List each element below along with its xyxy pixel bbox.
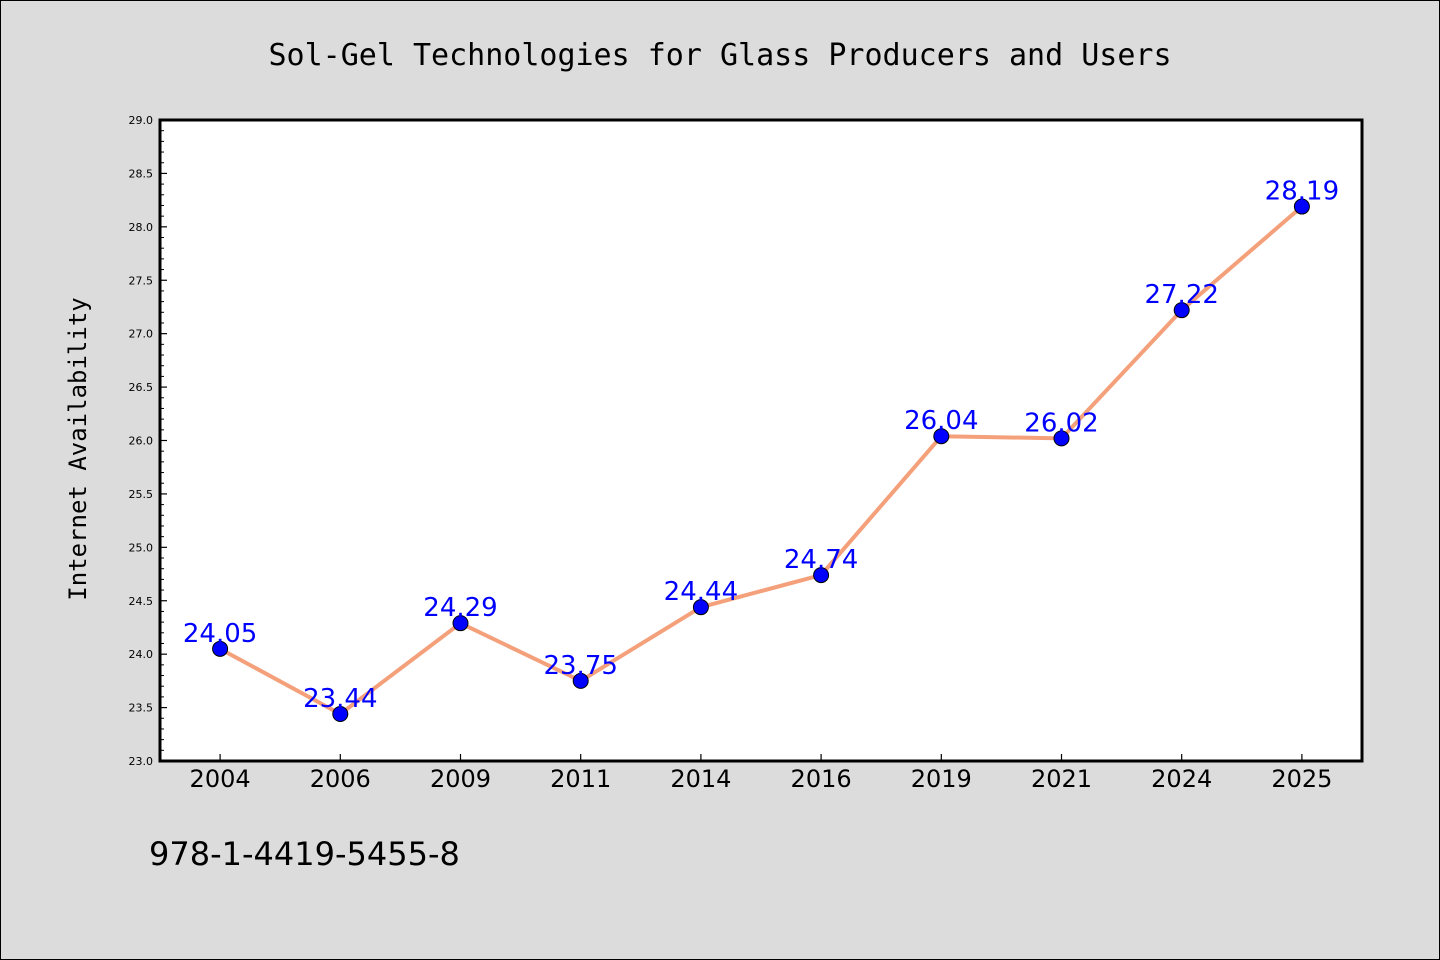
x-tick-label: 2014 [670,765,731,793]
y-tick-label: 27.0 [129,328,154,341]
x-tick-label: 2024 [1151,765,1212,793]
y-tick-label: 24.5 [129,595,154,608]
x-tick-label: 2011 [550,765,611,793]
y-tick-label: 25.5 [129,488,154,501]
data-label: 28.19 [1265,177,1339,207]
data-point [1053,430,1070,447]
y-tick-label: 23.0 [129,755,154,768]
y-tick-label: 27.5 [129,274,154,287]
data-point [212,640,229,657]
y-tick-label: 24.0 [129,648,154,661]
data-point [572,672,589,689]
y-tick-label: 28.5 [129,167,154,180]
data-point [1173,302,1190,319]
data-label: 24.74 [784,545,858,575]
x-axis-ticks: 2004 2006 2009 2011 2014 2016 2019 2021 2024 2025 [190,754,1332,793]
x-tick-label: 2025 [1271,765,1332,793]
y-tick-label: 29.0 [129,114,154,127]
data-point [933,428,950,445]
x-tick-label: 2016 [791,765,852,793]
y-tick-label: 25.0 [129,541,154,554]
y-tick-label: 28.0 [129,221,154,234]
x-tick-label: 2021 [1031,765,1092,793]
data-point [332,705,349,722]
y-tick-label: 26.0 [129,435,154,448]
x-tick-label: 2006 [310,765,371,793]
data-labels: 24.05 23.44 24.29 23.75 24.44 24.74 26.04 26.02… [183,177,1339,714]
data-point [692,599,709,616]
data-label: 23.44 [303,684,377,714]
data-point [813,567,830,584]
x-tick-label: 2009 [430,765,491,793]
data-label: 24.05 [183,619,257,649]
data-label: 23.75 [543,651,617,681]
x-tick-label: 2004 [190,765,251,793]
y-axis-ticks: 23.0 23.5 24.0 24.5 25.0 25.5 26.0 26.5 27.0 27.5… [129,114,167,768]
y-tick-label: 23.5 [129,702,154,715]
data-label: 26.04 [904,406,978,436]
data-label: 24.44 [664,577,738,607]
x-tick-label: 2019 [911,765,972,793]
y-tick-label: 26.5 [129,381,154,394]
data-points [212,198,1310,722]
data-label: 26.02 [1024,408,1098,438]
series-line [219,205,1304,716]
data-point [452,615,469,632]
data-label: 24.29 [423,593,497,623]
data-point [1293,198,1310,215]
plot-area [158,118,1364,763]
chart-title: Sol-Gel Technologies for Glass Producers… [268,38,1171,73]
y-axis-label: Internet Availability [64,297,92,600]
isbn-text: 978-1-4419-5455-8 [149,835,460,873]
data-label: 27.22 [1144,280,1218,310]
